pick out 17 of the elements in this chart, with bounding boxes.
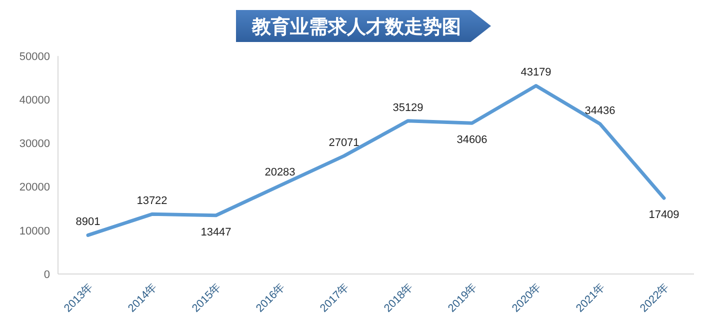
data-label: 43179 bbox=[520, 66, 552, 79]
data-label: 20283 bbox=[264, 166, 296, 179]
data-label: 17409 bbox=[648, 209, 680, 222]
data-label: 13447 bbox=[200, 226, 232, 238]
data-label: 8901 bbox=[76, 216, 100, 228]
y-tick-label: 50000 bbox=[19, 50, 50, 63]
y-tick-label: 30000 bbox=[19, 138, 50, 150]
data-label: 35129 bbox=[392, 102, 424, 114]
title-banner: 教育业需求人才数走势图 bbox=[236, 10, 491, 42]
y-tick-label: 10000 bbox=[19, 225, 50, 238]
y-tick-label: 40000 bbox=[19, 94, 50, 107]
data-label: 34436 bbox=[584, 104, 616, 117]
y-tick-label: 20000 bbox=[19, 182, 50, 194]
data-label: 13722 bbox=[136, 195, 168, 208]
data-label: 27071 bbox=[328, 136, 360, 149]
y-tick-label: 0 bbox=[44, 268, 50, 281]
data-label: 34606 bbox=[456, 134, 488, 146]
